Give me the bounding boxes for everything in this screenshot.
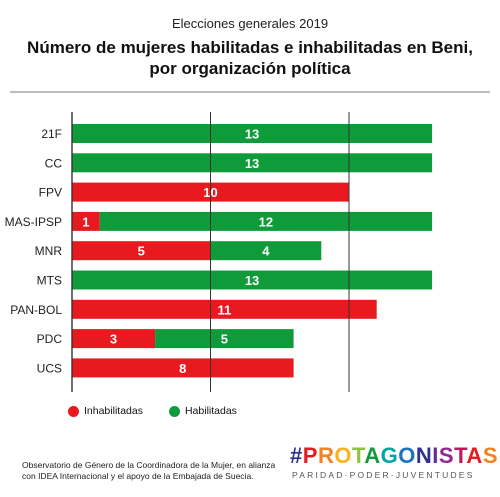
data-label-habilitadas: 13 xyxy=(245,273,259,288)
legend-swatch-inhabilitadas xyxy=(68,405,79,417)
category-label: PAN-BOL xyxy=(10,303,62,317)
legend-item-habilitadas: Habilitadas xyxy=(168,405,237,417)
logo-letter: S xyxy=(438,443,455,468)
footnote-line2: con IDEA Internacional y el apoyo de la … xyxy=(22,471,254,481)
protagonistas-logo: #PROTAGONISTAS PARIDAD·PODER·JUVENTUDES xyxy=(290,443,497,481)
category-label: MTS xyxy=(37,274,62,288)
logo-letter: I xyxy=(432,443,439,468)
logo-letter: A xyxy=(364,443,381,468)
chart-legend: Inhabilitadas Habilitadas xyxy=(68,405,263,417)
data-label-inhabilitadas: 1 xyxy=(82,214,89,229)
bar-habilitadas xyxy=(210,241,322,261)
logo-letter: O xyxy=(398,443,416,468)
chart-supertitle: Elecciones generales 2019 xyxy=(171,16,329,31)
category-label: CC xyxy=(45,156,63,170)
data-label-habilitadas: 5 xyxy=(221,332,228,347)
logo-letter: N xyxy=(415,443,433,468)
legend-label-inhabilitadas: Inhabilitadas xyxy=(84,405,143,417)
category-label: 21F xyxy=(41,127,62,141)
logo-wordmark: #PROTAGONISTAS xyxy=(290,443,497,468)
data-label-inhabilitadas: 11 xyxy=(217,302,231,317)
bar-inhabilitadas xyxy=(72,329,156,349)
logo-letter: A xyxy=(466,443,483,468)
logo-letter: T xyxy=(454,443,467,468)
data-label-inhabilitadas: 8 xyxy=(179,361,186,376)
category-label: UCS xyxy=(37,361,62,375)
category-label: FPV xyxy=(39,186,62,200)
bar-inhabilitadas xyxy=(72,241,211,261)
data-label-habilitadas: 4 xyxy=(262,244,270,259)
chart-title: Número de mujeres habilitadas e inhabili… xyxy=(0,37,500,79)
data-label-inhabilitadas: 3 xyxy=(110,332,117,347)
category-label: MAS-IPSP xyxy=(5,215,62,229)
logo-hash: # xyxy=(290,443,303,468)
logo-letter: P xyxy=(302,443,318,468)
legend-label-habilitadas: Habilitadas xyxy=(184,405,237,417)
chart-title-line2: por organización política xyxy=(149,59,351,78)
logo-letter: O xyxy=(334,443,352,468)
logo-letter: R xyxy=(317,443,335,468)
bar-habilitadas xyxy=(72,153,433,173)
data-label-habilitadas: 12 xyxy=(259,214,273,229)
bar-habilitadas xyxy=(72,270,433,290)
footnote-line1: Observatorio de Género de la Coordinador… xyxy=(22,460,276,470)
bar-inhabilitadas xyxy=(72,211,100,231)
bar-inhabilitadas xyxy=(72,358,294,378)
legend-item-inhabilitadas: Inhabilitadas xyxy=(68,405,143,417)
data-label-habilitadas: 13 xyxy=(245,156,259,171)
category-label: MNR xyxy=(35,244,63,258)
category-label: PDC xyxy=(37,332,63,346)
bar-habilitadas xyxy=(72,124,433,143)
source-footnote: Observatorio de Género de la Coordinador… xyxy=(22,460,322,482)
bar-inhabilitadas xyxy=(72,299,377,319)
bar-habilitadas xyxy=(155,329,294,349)
logo-letter: T xyxy=(351,443,365,468)
logo-letter: G xyxy=(380,443,399,468)
chart-title-line1: Número de mujeres habilitadas e inhabili… xyxy=(27,38,473,57)
data-label-habilitadas: 13 xyxy=(245,127,259,142)
logo-tagline: PARIDAD·PODER·JUVENTUDES xyxy=(292,470,475,480)
logo-letter: S xyxy=(482,443,498,468)
title-divider xyxy=(10,91,490,93)
legend-swatch-habilitadas xyxy=(168,405,180,417)
data-label-inhabilitadas: 5 xyxy=(138,244,145,259)
